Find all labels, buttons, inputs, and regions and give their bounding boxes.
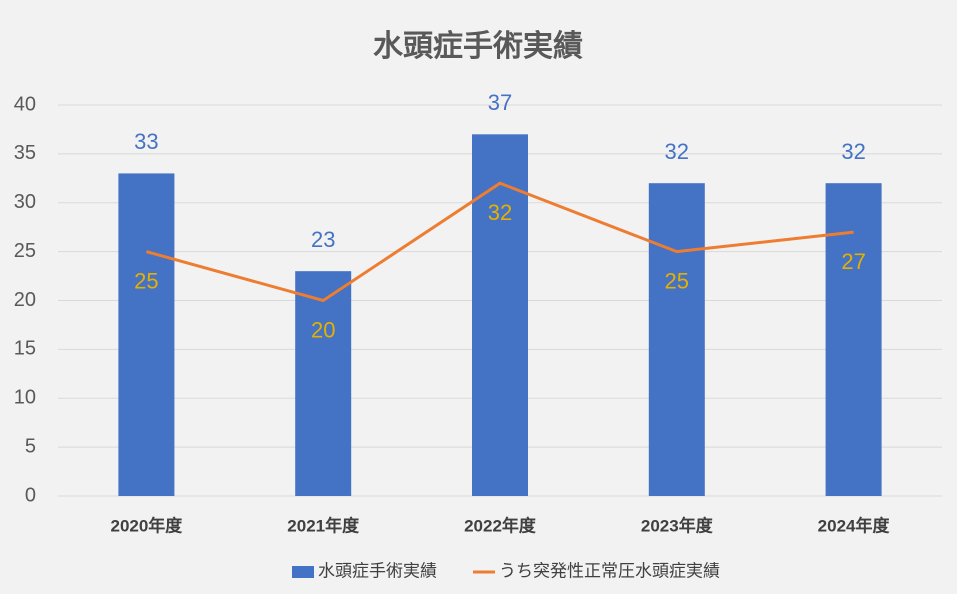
- bar-value-label: 37: [488, 90, 512, 115]
- line-value-label: 32: [488, 200, 512, 225]
- y-tick-label: 25: [14, 240, 36, 262]
- legend-label: うち突発性正常圧水頭症実績: [499, 561, 720, 580]
- x-tick-label: 2020年度: [110, 515, 183, 535]
- chart-title: 水頭症手術実績: [373, 30, 583, 63]
- line-value-label: 25: [665, 268, 689, 293]
- y-tick-label: 35: [14, 142, 36, 164]
- bar-value-label: 32: [841, 139, 865, 164]
- line-value-label: 25: [134, 268, 158, 293]
- bar: [648, 183, 705, 496]
- bar: [118, 173, 175, 497]
- legend-item: うち突発性正常圧水頭症実績: [473, 561, 720, 580]
- x-tick-label: 2021年度: [287, 515, 360, 535]
- bar: [825, 183, 882, 496]
- line-series: [146, 181, 854, 303]
- legend-swatch: [292, 566, 314, 578]
- line-value-label: 27: [841, 249, 865, 274]
- bar: [472, 134, 528, 496]
- bar-value-label: 33: [134, 129, 158, 154]
- y-tick-label: 15: [14, 338, 36, 360]
- y-tick-label: 30: [14, 191, 36, 213]
- y-tick-label: 20: [14, 289, 36, 311]
- y-tick-label: 0: [25, 484, 36, 506]
- y-tick-label: 40: [14, 93, 36, 115]
- y-tick-label: 5: [25, 435, 36, 457]
- bar-value-label: 23: [311, 227, 335, 252]
- x-tick-label: 2024年度: [818, 515, 891, 535]
- line-value-label: 20: [311, 317, 335, 342]
- bar-value-label: 32: [665, 139, 689, 164]
- legend-item: 水頭症手術実績: [292, 561, 437, 580]
- legend-label: 水頭症手術実績: [318, 561, 437, 580]
- bar: [295, 271, 352, 496]
- y-tick-label: 10: [14, 387, 36, 409]
- x-tick-label: 2023年度: [641, 515, 714, 535]
- x-tick-label: 2022年度: [464, 515, 537, 535]
